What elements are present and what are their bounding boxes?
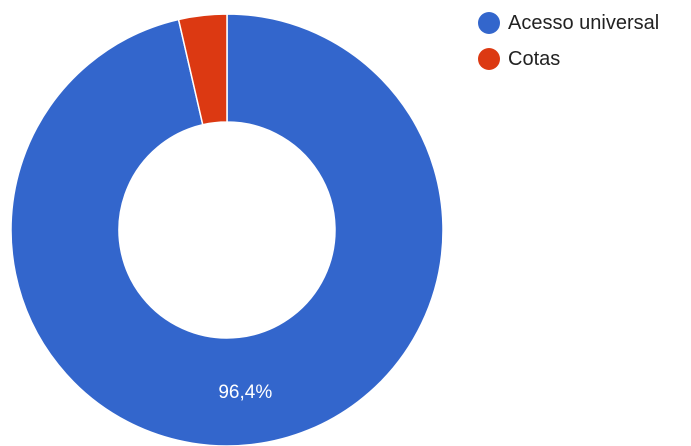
legend-label: Cotas (508, 47, 561, 70)
chart-legend: Acesso universal Cotas (478, 11, 659, 83)
legend-swatch-icon (478, 48, 500, 70)
legend-label: Acesso universal (508, 11, 660, 34)
legend-item-cotas[interactable]: Cotas (478, 47, 659, 71)
slice-acesso-universal[interactable] (10, 13, 444, 446)
slice-cotas[interactable] (177, 13, 228, 126)
legend-item-acesso-universal[interactable]: Acesso universal (478, 11, 659, 35)
slice-data-label: 96,4% (218, 382, 272, 403)
legend-swatch-icon (478, 12, 500, 34)
